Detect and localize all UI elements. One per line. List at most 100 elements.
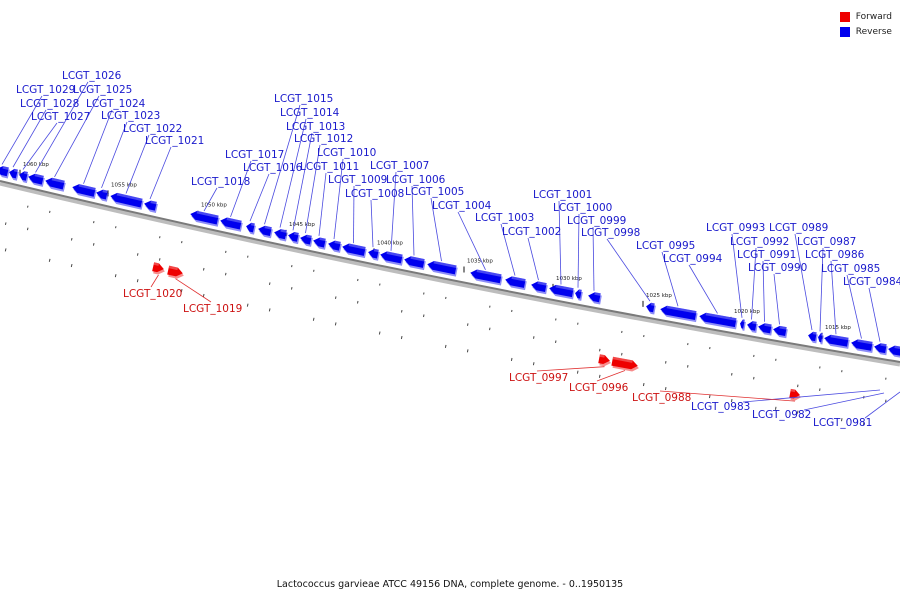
ruler-tick-label: 1040 kbp: [377, 240, 403, 246]
gene-arrow-body: [575, 289, 582, 299]
ruler-dash: [664, 387, 667, 391]
gene-arrow-body: [368, 248, 379, 259]
legend-reverse: Reverse: [839, 24, 892, 39]
gene-arrow-highlight: [34, 173, 44, 179]
reverse-gene-arrow: [0, 166, 10, 179]
reverse-gene-arrow: [470, 269, 503, 286]
gene-label-lcgt-0982: LCGT_0982: [752, 409, 811, 421]
gene-label-lcgt-1000: LCGT_1000: [553, 202, 612, 214]
leader-line: [150, 274, 159, 288]
gene-arrow-highlight: [511, 276, 526, 282]
ruler-tick-label: 1030 kbp: [556, 276, 582, 282]
gene-label-lcgt-0998: LCGT_0998: [581, 227, 640, 239]
backbone-line: [0, 180, 900, 363]
leader-line: [230, 160, 252, 217]
gene-label-lcgt-1003: LCGT_1003: [475, 212, 534, 224]
reverse-gene-arrow: [72, 184, 97, 200]
reverse-gene-arrow: [246, 222, 256, 235]
ruler-tick-label: 1035 kbp: [467, 259, 493, 265]
gene-arrow-body: [531, 281, 547, 292]
leader-line: [803, 392, 885, 411]
forward-gene-arrow: [152, 262, 165, 275]
gene-arrow-body: [19, 171, 28, 181]
gene-arrow-body: [747, 321, 757, 331]
leader-line: [731, 233, 743, 318]
leader-line: [318, 172, 327, 236]
leader-line: [305, 144, 321, 234]
reverse-gene-arrow: [888, 345, 900, 359]
ruler-dash: [841, 418, 843, 422]
reverse-gene-arrow: [660, 305, 698, 323]
reverse-gene-arrow: [575, 289, 583, 301]
ruler-dash: [863, 421, 865, 425]
gene-arrow-body: [470, 269, 502, 284]
gene-arrow-body: [167, 265, 183, 277]
gene-arrow-highlight: [599, 354, 605, 358]
ruler-dash: [774, 406, 777, 410]
reverse-gene-arrow: [300, 234, 313, 247]
ruler-dash: [334, 296, 337, 299]
gene-arrow-body: [740, 319, 745, 329]
leader-line: [527, 237, 539, 281]
gene-label-lcgt-0991: LCGT_0991: [737, 249, 796, 261]
leader-line: [264, 104, 301, 225]
reverse-gene-arrow: [699, 312, 738, 330]
reverse-gene-arrow: [824, 334, 850, 349]
gene-label-lcgt-0990: LCGT_0990: [748, 262, 807, 274]
reverse-gene-arrow: [758, 323, 773, 336]
gene-arrow-body: [427, 260, 457, 275]
gene-arrow-body: [851, 339, 873, 351]
gene-label-lcgt-1017: LCGT_1017: [225, 149, 284, 161]
gene-arrow-body: [874, 343, 887, 354]
gene-features: [0, 166, 900, 401]
gene-arrow-body: [758, 323, 772, 334]
leader-line: [596, 370, 626, 382]
gene-label-lcgt-0992: LCGT_0992: [730, 236, 789, 248]
reverse-gene-arrow: [190, 210, 220, 227]
ruler-dash: [92, 243, 95, 246]
gene-label-lcgt-0985: LCGT_0985: [821, 263, 880, 275]
leader-line: [175, 278, 212, 303]
gene-label-lcgt-0994: LCGT_0994: [663, 253, 723, 265]
reverse-gene-arrow: [96, 189, 109, 202]
gene-label-lcgt-1006: LCGT_1006: [386, 174, 446, 186]
gene-label-lcgt-1021: LCGT_1021: [145, 135, 204, 147]
leader-line: [457, 211, 486, 270]
leader-line: [370, 199, 374, 248]
ruler-dash: [466, 349, 469, 353]
ruler-dash: [796, 410, 799, 414]
reverse-gene-arrow: [9, 168, 19, 181]
leader-line: [592, 226, 595, 291]
legend-forward: Forward: [839, 9, 892, 24]
leader-line: [661, 251, 679, 307]
ruler-dash: [224, 272, 227, 276]
gene-arrow-highlight: [764, 323, 772, 327]
gene-arrow-highlight: [116, 192, 143, 202]
gene-arrow-highlight: [612, 356, 633, 363]
leader-line: [390, 171, 397, 251]
gene-arrow-highlight: [537, 281, 547, 286]
leader-line: [203, 187, 218, 212]
reverse-gene-arrow: [28, 173, 45, 187]
ruler-dash: [4, 248, 7, 252]
forward-gene-arrow: [789, 388, 802, 401]
reverse-gene-arrow: [747, 321, 758, 333]
ruler-dash: [357, 300, 359, 304]
gene-arrow-highlight: [666, 305, 697, 314]
gene-label-lcgt-1018: LCGT_1018: [191, 176, 250, 188]
gene-label-lcgt-0995: LCGT_0995: [636, 240, 695, 252]
gene-label-lcgt-0989: LCGT_0989: [769, 222, 828, 234]
gene-arrow-highlight: [226, 217, 242, 224]
reverse-gene-arrow: [380, 251, 404, 266]
gene-arrow-highlight: [386, 251, 403, 258]
reverse-gene-arrow: [851, 339, 874, 353]
gene-arrow-highlight: [752, 321, 757, 325]
ruler-tick-label: 1060 kbp: [23, 162, 49, 168]
ruler-tick-label: 1015 kbp: [825, 325, 851, 331]
ruler-dash: [158, 258, 161, 261]
reverse-gene-arrow: [404, 256, 426, 271]
legend-reverse-label: Reverse: [855, 26, 892, 37]
gene-arrow-body: [549, 284, 574, 298]
ruler-dash: [642, 382, 645, 387]
